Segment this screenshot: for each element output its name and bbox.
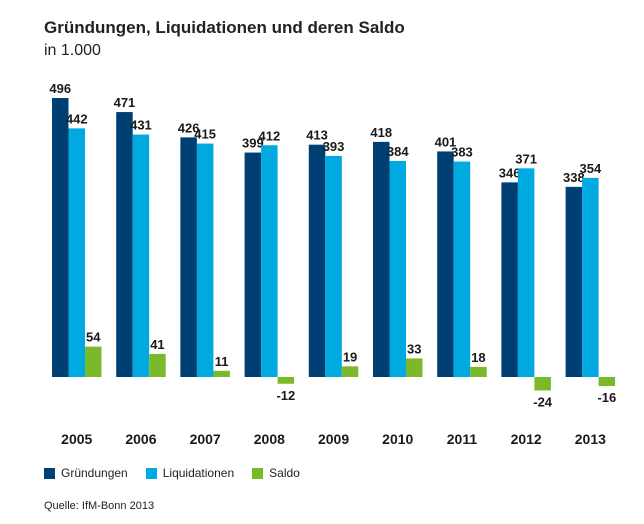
legend-item-gruendungen: Gründungen <box>44 466 128 480</box>
legend-item-liquidationen: Liquidationen <box>145 466 235 480</box>
value-label-liquidationen-2012: 371 <box>515 151 537 166</box>
legend-label-gruendungen: Gründungen <box>61 466 128 480</box>
bar-gruendungen-2007 <box>180 137 197 377</box>
bar-saldo-2005 <box>85 346 102 377</box>
bar-liquidationen-2006 <box>132 134 150 377</box>
bar-gruendungen-2009 <box>308 144 326 377</box>
legend-label-saldo: Saldo <box>269 466 300 480</box>
value-label-saldo-2007: 11 <box>215 354 229 369</box>
bar-liquidationen-2005 <box>68 128 85 377</box>
bar-saldo-2013 <box>598 377 616 386</box>
chart-title: Gründungen, Liquidationen und deren Sald… <box>44 18 405 37</box>
bar-liquidationen-2008 <box>261 145 278 377</box>
value-label-liquidationen-2007: 415 <box>194 127 216 142</box>
value-label-gruendungen-2010: 418 <box>370 125 392 140</box>
value-label-liquidationen-2013: 354 <box>579 161 601 176</box>
value-label-gruendungen-2005: 496 <box>49 81 71 96</box>
bar-saldo-2009 <box>341 366 359 377</box>
value-label-liquidationen-2005: 442 <box>66 111 88 126</box>
value-label-saldo-2006: 41 <box>150 337 164 352</box>
value-label-liquidationen-2010: 384 <box>387 144 409 159</box>
bar-saldo-2008 <box>277 377 295 384</box>
x-tick-label-2005: 2005 <box>61 431 92 447</box>
x-tick-label-2010: 2010 <box>382 431 413 447</box>
legend-swatch-liquidationen <box>145 467 157 479</box>
x-tick-label-2007: 2007 <box>190 431 221 447</box>
x-tick-label-2008: 2008 <box>254 431 285 447</box>
value-label-saldo-2010: 33 <box>407 341 421 356</box>
value-label-gruendungen-2011: 401 <box>435 134 457 149</box>
value-label-gruendungen-2012: 346 <box>499 165 521 180</box>
value-label-liquidationen-2008: 412 <box>258 128 280 143</box>
value-label-gruendungen-2013: 338 <box>563 170 585 185</box>
legend-item-saldo: Saldo <box>252 466 300 480</box>
value-label-liquidationen-2006: 431 <box>130 118 152 133</box>
value-label-saldo-2009: 19 <box>343 349 357 364</box>
x-tick-label-2009: 2009 <box>318 431 349 447</box>
value-label-saldo-2008: -12 <box>276 388 295 403</box>
bar-gruendungen-2013 <box>565 186 583 377</box>
value-label-saldo-2013: -16 <box>597 390 616 405</box>
legend-swatch-gruendungen <box>44 467 55 479</box>
legend-swatch-saldo <box>252 467 264 479</box>
bar-gruendungen-2010 <box>373 141 390 377</box>
bar-gruendungen-2012 <box>501 182 518 377</box>
bar-gruendungen-2011 <box>437 151 454 377</box>
chart-subtitle: in 1.000 <box>44 42 101 59</box>
bar-gruendungen-2005 <box>52 98 69 377</box>
value-label-liquidationen-2009: 393 <box>323 139 345 154</box>
bar-liquidationen-2010 <box>389 161 406 377</box>
bar-saldo-2012 <box>534 377 551 391</box>
bar-gruendungen-2006 <box>116 112 133 377</box>
value-label-saldo-2011: 18 <box>471 350 485 365</box>
x-tick-label-2011: 2011 <box>447 431 478 447</box>
bar-saldo-2011 <box>470 366 487 377</box>
value-label-gruendungen-2006: 471 <box>114 95 136 110</box>
bar-liquidationen-2011 <box>453 161 471 377</box>
x-tick-label-2006: 2006 <box>125 431 156 447</box>
value-label-liquidationen-2011: 383 <box>451 145 473 160</box>
x-tick-label-2012: 2012 <box>511 431 542 447</box>
bar-saldo-2006 <box>149 353 166 377</box>
bar-liquidationen-2009 <box>325 155 342 377</box>
legend: Gründungen Liquidationen Saldo <box>44 466 318 480</box>
source-note: Quelle: IfM-Bonn 2013 <box>44 500 155 512</box>
legend-label-liquidationen: Liquidationen <box>162 466 235 480</box>
value-label-gruendungen-2009: 413 <box>306 128 328 143</box>
value-label-saldo-2005: 54 <box>86 330 101 345</box>
bar-gruendungen-2008 <box>244 152 262 377</box>
value-label-gruendungen-2008: 399 <box>242 136 264 151</box>
bar-liquidationen-2007 <box>196 143 214 377</box>
bar-saldo-2007 <box>213 370 230 377</box>
x-tick-label-2013: 2013 <box>575 431 606 447</box>
value-label-saldo-2012: -24 <box>533 395 553 410</box>
value-label-gruendungen-2007: 426 <box>178 120 200 135</box>
bar-liquidationen-2013 <box>582 177 599 377</box>
bar-liquidationen-2012 <box>517 168 535 377</box>
bar-saldo-2010 <box>406 358 423 377</box>
